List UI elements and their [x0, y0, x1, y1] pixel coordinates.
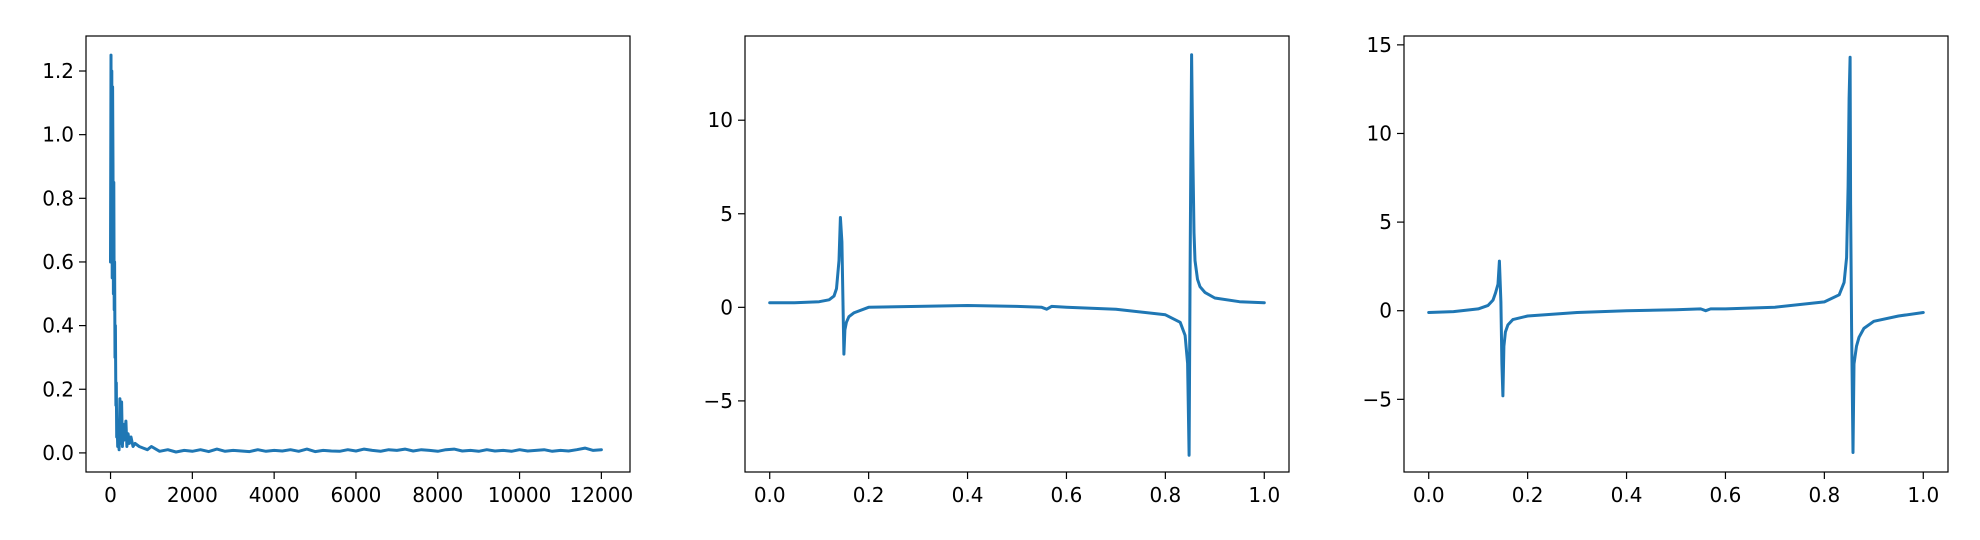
x-tick-label: 0.8 [1808, 483, 1840, 507]
y-tick-label: 10 [708, 108, 733, 132]
y-tick-label: 1.2 [42, 59, 74, 83]
x-tick-label: 0.4 [952, 483, 984, 507]
x-tick-label: 10000 [488, 483, 552, 507]
y-tick-label: −5 [704, 389, 733, 413]
y-tick-label: 0.6 [42, 250, 74, 274]
x-tick-label: 1.0 [1907, 483, 1939, 507]
y-tick-label: 0 [1379, 299, 1392, 323]
y-tick-label: 0.8 [42, 186, 74, 210]
y-tick-label: 0 [720, 295, 733, 319]
y-tick-label: 0.0 [42, 441, 74, 465]
y-tick-label: 0.4 [42, 314, 74, 338]
x-tick-label: 0.2 [1512, 483, 1544, 507]
x-tick-label: 8000 [412, 483, 463, 507]
x-tick-label: 4000 [249, 483, 300, 507]
x-tick-label: 0.0 [754, 483, 786, 507]
x-tick-label: 0.0 [1413, 483, 1445, 507]
x-tick-label: 0.4 [1611, 483, 1643, 507]
series-line-1 [109, 53, 603, 454]
x-tick-label: 2000 [167, 483, 218, 507]
x-tick-label: 12000 [570, 483, 634, 507]
y-tick-label: 1.0 [42, 123, 74, 147]
y-tick-label: 5 [720, 202, 733, 226]
series-line-1 [768, 53, 1266, 457]
y-tick-label: 15 [1367, 33, 1392, 57]
y-tick-label: −5 [1363, 387, 1392, 411]
series-line-1 [1427, 55, 1925, 454]
axes-frame [744, 35, 1290, 473]
subplot-2: 0.0 0.2 0.4 0.6 0.8 1.0 −5 0 5 10 [704, 35, 1290, 507]
x-tick-label: 0.6 [1051, 483, 1083, 507]
axes-frame [85, 35, 631, 473]
subplot-3: 0.0 0.2 0.4 0.6 0.8 1.0 −5 0 5 10 15 [1363, 33, 1949, 507]
y-tick-label: 5 [1379, 210, 1392, 234]
x-tick-label: 1.0 [1248, 483, 1280, 507]
y-tick-label: 10 [1367, 121, 1392, 145]
x-tick-label: 6000 [331, 483, 382, 507]
y-tick-label: 0.2 [42, 377, 74, 401]
x-tick-label: 0 [104, 483, 117, 507]
axes-frame [1403, 35, 1949, 473]
x-tick-label: 0.2 [853, 483, 885, 507]
subplot-1: 0 2000 4000 6000 8000 10000 12000 0.0 0.2 0.4 0.6 0… [42, 35, 634, 507]
x-tick-label: 0.6 [1710, 483, 1742, 507]
x-tick-label: 0.8 [1149, 483, 1181, 507]
